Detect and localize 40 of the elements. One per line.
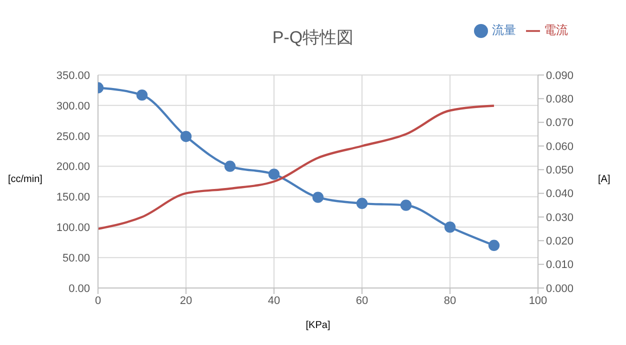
- legend-label: 電流: [544, 23, 568, 37]
- y2-tick-label: 0.080: [546, 94, 574, 106]
- x-tick-label: 0: [94, 294, 102, 307]
- y-axis-title: [cc/min]: [8, 174, 42, 185]
- y2-tick-label: 0.030: [546, 212, 574, 224]
- y2-tick-label: 0.040: [546, 188, 574, 200]
- x-tick-label: 40: [268, 294, 280, 307]
- y-tick-label: 300.00: [56, 100, 90, 112]
- point: [488, 240, 500, 251]
- point: [136, 89, 148, 101]
- chart-title: P-Q特性図: [272, 28, 354, 47]
- y2-tick-label: 0.020: [546, 236, 574, 248]
- x-tick-label: 20: [180, 294, 192, 307]
- y-tick-label: 250.00: [56, 130, 90, 143]
- point: [356, 198, 368, 210]
- point: [224, 160, 236, 172]
- y2-tick-label: 0.050: [546, 164, 574, 177]
- y2-tick-label: 0.060: [546, 140, 574, 153]
- point: [180, 130, 192, 142]
- point: [444, 222, 456, 233]
- point: [268, 168, 280, 180]
- legend-label: 流量: [492, 23, 516, 37]
- y-tick-label: 0.00: [68, 282, 90, 295]
- line-series: [98, 104, 496, 230]
- x-axis-title: [KPa]: [306, 320, 330, 331]
- x-tick-label: 100: [528, 294, 548, 307]
- point: [312, 192, 324, 203]
- y-tick-label: 350.00: [56, 70, 90, 82]
- y-tick-label: 200.00: [56, 161, 90, 174]
- y2-axis-title: [A]: [598, 174, 610, 185]
- y2-tick-label: 0.010: [546, 259, 574, 272]
- y-tick-label: 100.00: [56, 222, 90, 234]
- x-tick-label: 80: [444, 294, 456, 307]
- y2-tick-label: 0.000: [546, 282, 574, 295]
- y2-tick-label: 0.090: [546, 70, 574, 82]
- y-tick-label: 50.00: [62, 252, 90, 264]
- y-tick-label: 150.00: [56, 192, 90, 204]
- y2-tick-label: 0.070: [546, 117, 574, 130]
- x-tick-label: 60: [356, 294, 368, 307]
- point: [400, 200, 412, 211]
